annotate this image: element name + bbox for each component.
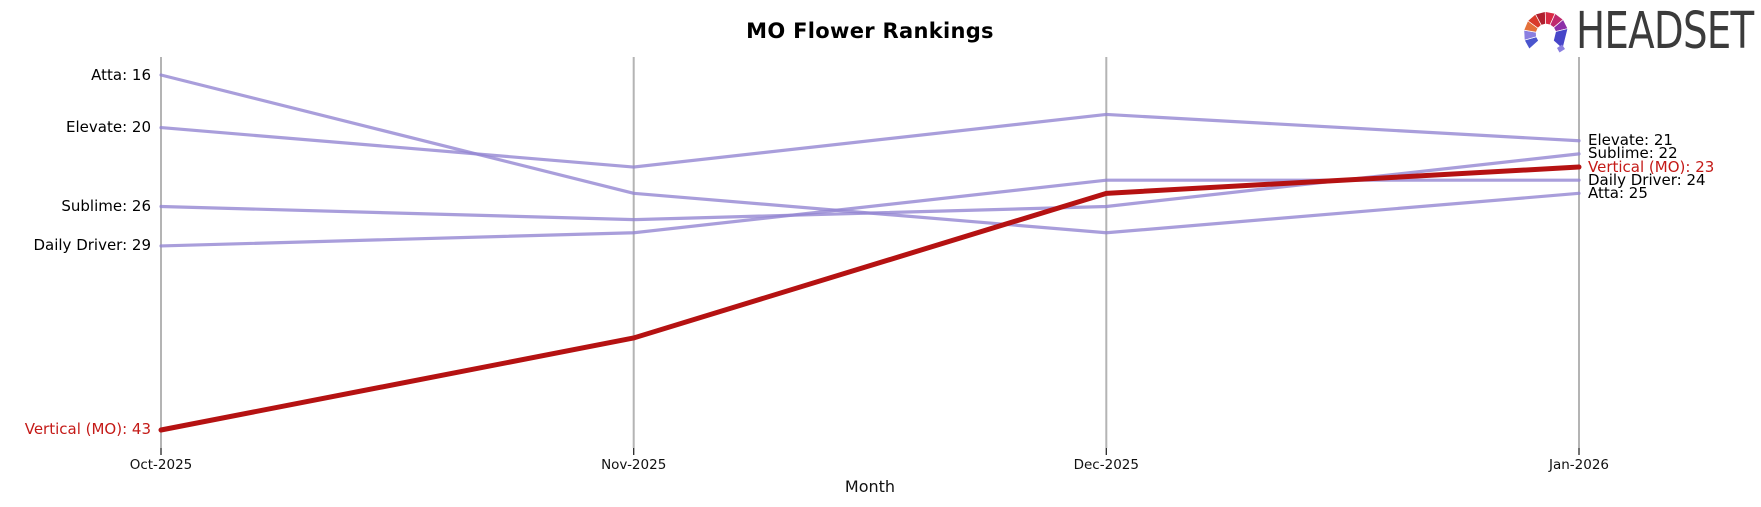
left-label-elevate: Elevate: 20 xyxy=(66,118,151,137)
series-line-elevate xyxy=(159,112,1581,169)
right-label-daily-driver: Daily Driver: 24 xyxy=(1588,170,1706,189)
right-label-sublime: Sublime: 22 xyxy=(1588,144,1678,163)
series-line-vertical-mo xyxy=(158,164,1582,433)
left-label-vertical-mo: Vertical (MO): 43 xyxy=(24,420,151,439)
headset-logo-icon xyxy=(1523,11,1569,53)
left-label-sublime: Sublime: 26 xyxy=(61,196,151,215)
series-line-atta xyxy=(159,73,1581,235)
logo-facet xyxy=(1553,28,1569,50)
chart-title: MO Flower Rankings xyxy=(746,19,994,43)
left-label-daily-driver: Daily Driver: 29 xyxy=(33,236,151,255)
headset-logo-text: HEADSET xyxy=(1576,2,1754,61)
x-tick-label-jan-2026: Jan-2026 xyxy=(1548,457,1610,473)
left-label-atta: Atta: 16 xyxy=(91,65,151,84)
x-tick-label-dec-2025: Dec-2025 xyxy=(1073,457,1139,473)
x-tick-label-nov-2025: Nov-2025 xyxy=(601,457,667,473)
x-axis-title: Month xyxy=(844,477,896,496)
right-label-atta: Atta: 25 xyxy=(1588,183,1648,202)
headset-logo: HEADSET xyxy=(1521,2,1761,61)
x-tick-label-oct-2025: Oct-2025 xyxy=(129,457,193,473)
logo-facet-tip xyxy=(1557,44,1565,53)
right-label-vertical-mo: Vertical (MO): 23 xyxy=(1588,157,1715,176)
right-label-elevate: Elevate: 21 xyxy=(1588,131,1673,150)
